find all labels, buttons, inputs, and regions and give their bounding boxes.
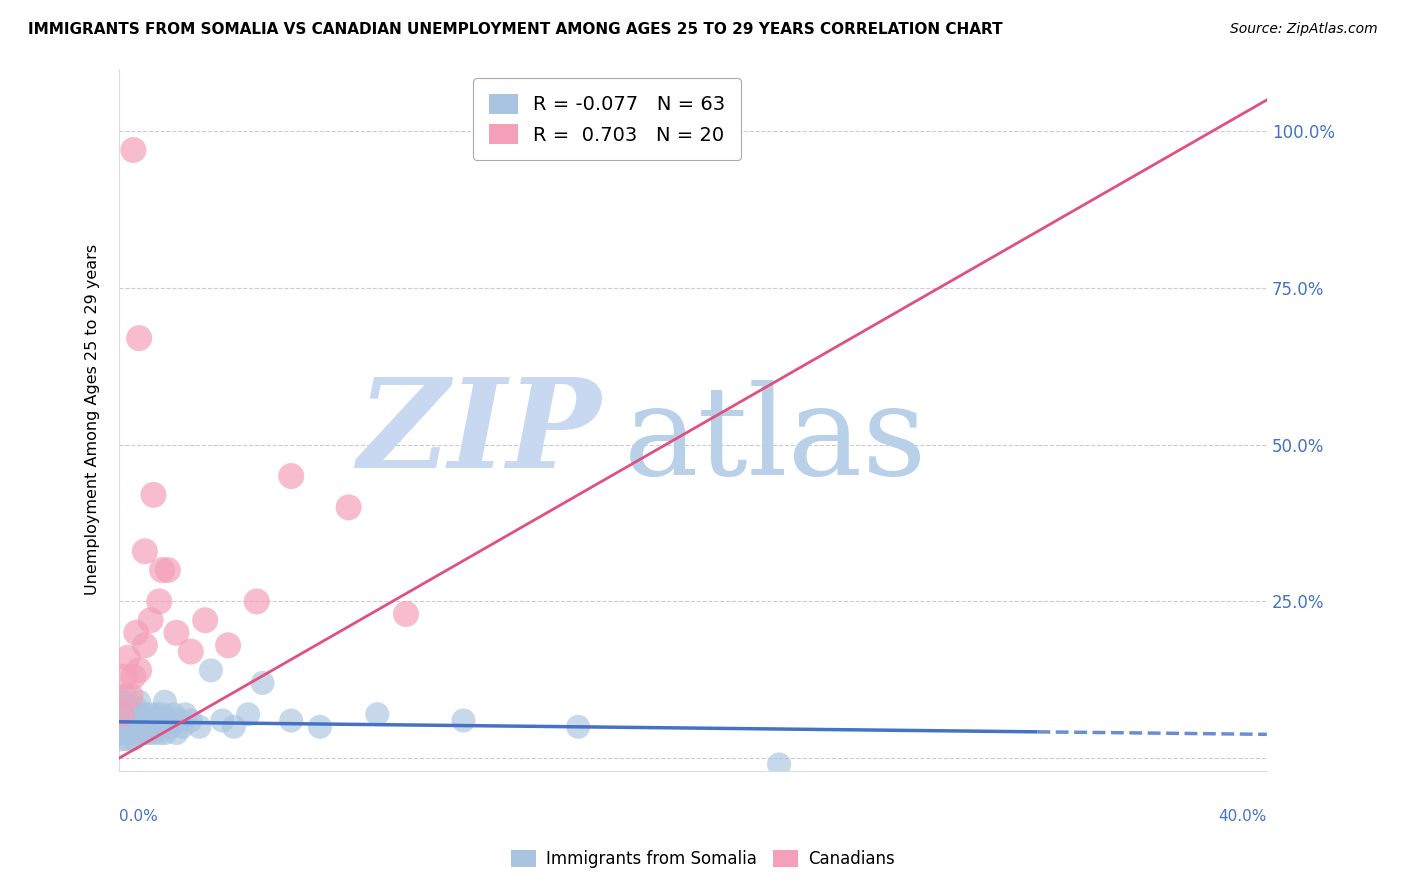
Point — [567, 720, 589, 734]
Point — [159, 720, 181, 734]
Y-axis label: Unemployment Among Ages 25 to 29 years: Unemployment Among Ages 25 to 29 years — [86, 244, 100, 595]
Point — [128, 695, 150, 709]
Point — [117, 720, 139, 734]
Point — [309, 720, 332, 734]
Point — [150, 720, 173, 734]
Point — [125, 701, 148, 715]
Point — [111, 732, 134, 747]
Text: IMMIGRANTS FROM SOMALIA VS CANADIAN UNEMPLOYMENT AMONG AGES 25 TO 29 YEARS CORRE: IMMIGRANTS FROM SOMALIA VS CANADIAN UNEM… — [28, 22, 1002, 37]
Point — [148, 594, 170, 608]
Point — [180, 714, 202, 728]
Point — [120, 714, 142, 728]
Point — [120, 726, 142, 740]
Point — [142, 488, 165, 502]
Point — [134, 720, 156, 734]
Point — [117, 651, 139, 665]
Point — [156, 714, 179, 728]
Point — [148, 726, 170, 740]
Point — [222, 720, 245, 734]
Point — [128, 720, 150, 734]
Point — [337, 500, 360, 515]
Point — [252, 676, 274, 690]
Point — [117, 732, 139, 747]
Text: atlas: atlas — [624, 380, 928, 501]
Point — [280, 469, 302, 483]
Point — [217, 638, 239, 652]
Point — [139, 720, 162, 734]
Point — [246, 594, 269, 608]
Point — [108, 726, 131, 740]
Point — [111, 720, 134, 734]
Text: 40.0%: 40.0% — [1219, 809, 1267, 824]
Point — [122, 732, 145, 747]
Point — [134, 544, 156, 558]
Point — [128, 664, 150, 678]
Point — [395, 607, 418, 621]
Point — [148, 714, 170, 728]
Text: 0.0%: 0.0% — [120, 809, 157, 824]
Point — [169, 714, 191, 728]
Point — [156, 563, 179, 577]
Point — [120, 701, 142, 715]
Point — [117, 707, 139, 722]
Point — [145, 707, 167, 722]
Point — [194, 613, 217, 627]
Text: ZIP: ZIP — [357, 373, 602, 494]
Point — [134, 707, 156, 722]
Point — [139, 707, 162, 722]
Point — [495, 112, 517, 126]
Point — [453, 714, 475, 728]
Point — [162, 707, 184, 722]
Point — [111, 707, 134, 722]
Point — [768, 757, 790, 772]
Point — [114, 670, 136, 684]
Point — [153, 695, 176, 709]
Point — [122, 143, 145, 157]
Point — [125, 714, 148, 728]
Point — [150, 563, 173, 577]
Point — [131, 714, 153, 728]
Point — [139, 613, 162, 627]
Point — [108, 714, 131, 728]
Text: Source: ZipAtlas.com: Source: ZipAtlas.com — [1230, 22, 1378, 37]
Point — [122, 707, 145, 722]
Point — [128, 331, 150, 345]
Point — [114, 714, 136, 728]
Point — [153, 726, 176, 740]
Point — [142, 714, 165, 728]
Point — [128, 707, 150, 722]
Point — [114, 689, 136, 703]
Point — [111, 695, 134, 709]
Point — [165, 625, 187, 640]
Point — [114, 701, 136, 715]
Point — [122, 720, 145, 734]
Point — [114, 726, 136, 740]
Point — [200, 664, 222, 678]
Point — [211, 714, 233, 728]
Point — [134, 638, 156, 652]
Point — [120, 689, 142, 703]
Point — [150, 707, 173, 722]
Point — [145, 720, 167, 734]
Legend: R = -0.077   N = 63, R =  0.703   N = 20: R = -0.077 N = 63, R = 0.703 N = 20 — [474, 78, 741, 161]
Point — [136, 714, 159, 728]
Point — [366, 707, 388, 722]
Point — [238, 707, 260, 722]
Point — [172, 720, 194, 734]
Point — [111, 707, 134, 722]
Point — [180, 644, 202, 658]
Point — [142, 726, 165, 740]
Legend: Immigrants from Somalia, Canadians: Immigrants from Somalia, Canadians — [505, 843, 901, 875]
Point — [174, 707, 197, 722]
Point — [125, 726, 148, 740]
Point — [125, 625, 148, 640]
Point — [165, 726, 187, 740]
Point — [131, 726, 153, 740]
Point — [122, 670, 145, 684]
Point — [280, 714, 302, 728]
Point — [136, 726, 159, 740]
Point — [188, 720, 211, 734]
